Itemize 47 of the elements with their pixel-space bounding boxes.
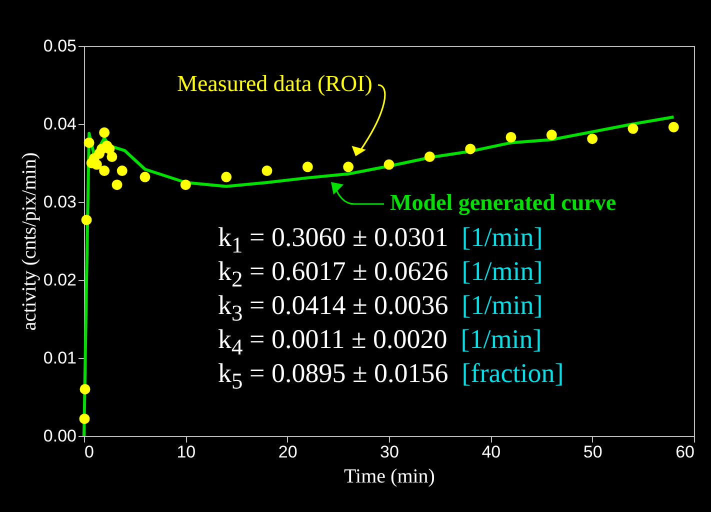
point <box>81 214 92 226</box>
point <box>91 159 102 170</box>
y-tick-label: 0.00 <box>43 426 76 446</box>
annotation: Measured data (ROI) <box>177 71 372 97</box>
point <box>668 122 679 132</box>
x-tick-label: 20 <box>278 442 298 462</box>
point <box>546 130 557 140</box>
x-tick-label: 30 <box>380 442 399 462</box>
annotation: Model generated curve <box>390 190 616 216</box>
point <box>587 134 598 144</box>
annotation: k$_{2}$ = 0.6017 ± 0.0626 [1/min] <box>218 256 543 292</box>
y-tick-label: 0.03 <box>43 192 76 212</box>
point <box>116 166 128 176</box>
annotation: k$_{4}$ = 0.0011 ± 0.0020 [1/min] <box>218 324 542 360</box>
point <box>302 162 313 172</box>
x-tick-label: 50 <box>583 442 602 462</box>
y-axis-title: activity (cnts/pix/min) <box>18 152 40 331</box>
point <box>84 137 94 148</box>
y-tick-label: 0.05 <box>43 36 76 56</box>
point <box>112 180 122 190</box>
x-tick-label: 0 <box>84 442 94 462</box>
line-series <box>82 115 676 438</box>
point <box>343 162 354 172</box>
point <box>221 172 232 182</box>
point <box>99 127 110 138</box>
y-tick-label: 0.01 <box>43 348 76 368</box>
point <box>628 123 638 134</box>
annotation: k$_{1}$ = 0.3060 ± 0.0301 [1/min] <box>218 222 543 258</box>
x-tick-label: 10 <box>176 442 196 462</box>
point <box>424 152 435 162</box>
annotation: k$_{3}$ = 0.0414 ± 0.0036 [1/min] <box>218 290 543 326</box>
point <box>106 152 118 162</box>
y-tick-label: 0.04 <box>43 114 76 134</box>
y-tick-label: 0.02 <box>43 270 76 290</box>
point <box>262 166 272 176</box>
x-tick-label: 60 <box>676 442 694 462</box>
point <box>80 384 90 394</box>
point <box>384 159 394 170</box>
point <box>140 172 150 182</box>
x-axis-title: Time (min) <box>344 466 435 488</box>
point <box>506 132 516 142</box>
x-tick-label: 40 <box>482 442 501 462</box>
annotation: k$_{5}$ = 0.0895 ± 0.0156 [fraction] <box>218 357 564 396</box>
point <box>465 144 476 154</box>
point <box>99 166 110 176</box>
point <box>180 180 191 190</box>
point <box>79 414 90 424</box>
